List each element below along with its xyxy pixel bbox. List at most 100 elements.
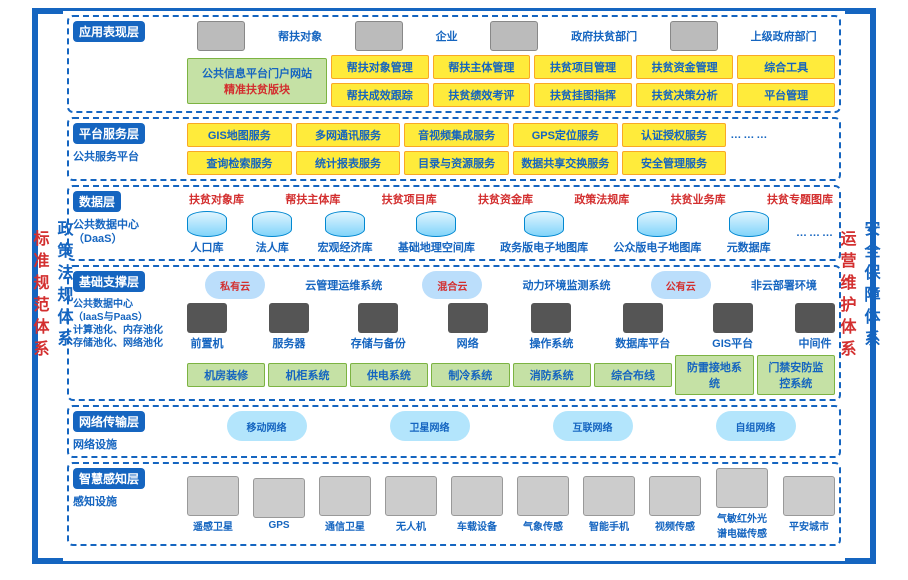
- db-cylinder-icon: [252, 211, 292, 237]
- layer-tag-infra: 基础支撑层: [73, 271, 145, 292]
- db-cylinder-icon: [187, 211, 227, 237]
- layer-sub-data1: 公共数据中心: [73, 219, 139, 231]
- sensor-icon: [649, 476, 701, 516]
- svc-button: 音视频集成服务: [404, 123, 509, 147]
- svc-button: 安全管理服务: [622, 151, 727, 175]
- layer-svc: 平台服务层 公共服务平台 GIS地图服务多网通讯服务音视频集成服务GPS定位服务…: [67, 117, 841, 181]
- svc-button: 认证授权服务: [622, 123, 727, 147]
- app-button: 帮扶对象管理: [331, 55, 429, 79]
- ellipsis: ………: [796, 227, 835, 239]
- sensor-icon: [253, 478, 305, 518]
- sensor-item: GPS: [253, 478, 305, 531]
- layer-data: 数据层 公共数据中心（DaaS） 扶贫对象库帮扶主体库扶贫项目库扶贫资金库政策法…: [67, 185, 841, 261]
- cloud-hybrid: 混合云: [422, 271, 482, 299]
- device-label: 上级政府部门: [751, 28, 817, 44]
- device-icon: [490, 21, 538, 51]
- network-cloud: 移动网络: [227, 411, 307, 441]
- app-button: 扶贫绩效考评: [433, 83, 531, 107]
- hw-item: 数据库平台: [615, 303, 670, 351]
- device-label: 政府扶贫部门: [571, 28, 637, 44]
- hw-item: 服务器: [269, 303, 309, 351]
- sys-label: 动力环境监测系统: [523, 277, 611, 293]
- db-cylinder-icon: [637, 211, 677, 237]
- sensor-label: 智能手机: [589, 518, 629, 533]
- sensor-icon: [319, 476, 371, 516]
- infra-sub1: 公共数据中心: [73, 299, 133, 310]
- sensor-item: 平安城市: [783, 476, 835, 533]
- app-button: 帮扶主体管理: [433, 55, 531, 79]
- data-lib-label: 扶贫项目库: [382, 191, 437, 207]
- sensor-label: 通信卫星: [325, 518, 365, 533]
- layer-app: 应用表现层 帮扶对象 企业 政府扶贫部门 上级政府部门 公共信息平台门户网站 精: [67, 15, 841, 113]
- sensor-icon: [385, 476, 437, 516]
- sensor-label: 气敏红外光谱电磁传感: [715, 510, 769, 540]
- sensor-label: 遥感卫星: [193, 518, 233, 533]
- layer-sub-data2: （DaaS）: [73, 233, 123, 245]
- sys-label: 非云部署环境: [751, 277, 817, 293]
- sys-label: 云管理运维系统: [305, 277, 382, 293]
- data-lib-label: 政策法规库: [574, 191, 629, 207]
- db-cylinder-icon: [416, 211, 456, 237]
- left-rail-bottom: 标准规范体系: [27, 230, 51, 362]
- cloud-private: 私有云: [205, 271, 265, 299]
- db-label: 公众版电子地图库: [613, 239, 701, 255]
- db-cylinder-item: 公众版电子地图库: [613, 211, 701, 255]
- db-cylinder-icon: [524, 211, 564, 237]
- layer-sub-sense: 感知设施: [73, 495, 183, 509]
- app-button: 扶贫决策分析: [636, 83, 734, 107]
- hw-label: 中间件: [798, 335, 831, 351]
- svc-button: GPS定位服务: [513, 123, 618, 147]
- hw-label: 操作系统: [529, 335, 573, 351]
- sensor-icon: [187, 476, 239, 516]
- app-button: 扶贫挂图指挥: [534, 83, 632, 107]
- hw-icon: [531, 303, 571, 333]
- sensor-label: 无人机: [396, 518, 426, 533]
- network-cloud: 自组网络: [716, 411, 796, 441]
- network-cloud: 互联网络: [553, 411, 633, 441]
- layers-container: 应用表现层 帮扶对象 企业 政府扶贫部门 上级政府部门 公共信息平台门户网站 精: [63, 11, 845, 561]
- hw-icon: [358, 303, 398, 333]
- facility-button: 综合布线: [594, 363, 672, 387]
- hw-icon: [187, 303, 227, 333]
- hw-label: 前置机: [191, 335, 224, 351]
- data-lib-label: 帮扶主体库: [285, 191, 340, 207]
- facility-button: 供电系统: [350, 363, 428, 387]
- sensor-label: 平安城市: [789, 518, 829, 533]
- hw-icon: [795, 303, 835, 333]
- layer-sense: 智慧感知层 感知设施 遥感卫星GPS通信卫星无人机车载设备气象传感智能手机视频传…: [67, 462, 841, 546]
- sensor-item: 车载设备: [451, 476, 503, 533]
- db-label: 法人库: [256, 239, 289, 255]
- sensor-icon: [451, 476, 503, 516]
- app-button: 扶贫资金管理: [636, 55, 734, 79]
- sensor-item: 无人机: [385, 476, 437, 533]
- hw-label: 数据库平台: [615, 335, 670, 351]
- hw-label: 网络: [457, 335, 479, 351]
- db-cylinder-item: 元数据库: [727, 211, 771, 255]
- device-icon: [355, 21, 403, 51]
- facility-button: 制冷系统: [431, 363, 509, 387]
- device-label: 企业: [436, 28, 458, 44]
- layer-tag-app: 应用表现层: [73, 21, 145, 42]
- app-button: 平台管理: [737, 83, 835, 107]
- hw-icon: [448, 303, 488, 333]
- portal-line2: 精准扶贫版块: [198, 81, 316, 97]
- sensor-item: 通信卫星: [319, 476, 371, 533]
- infra-sub2: （IaaS与PaaS）: [73, 312, 148, 323]
- hw-item: 操作系统: [529, 303, 573, 351]
- facility-button: 消防系统: [513, 363, 591, 387]
- svc-button: 目录与资源服务: [404, 151, 509, 175]
- hw-label: 存储与备份: [351, 335, 406, 351]
- sensor-item: 遥感卫星: [187, 476, 239, 533]
- hw-item: 网络: [448, 303, 488, 351]
- app-button: 扶贫项目管理: [534, 55, 632, 79]
- db-cylinder-item: 人口库: [187, 211, 227, 255]
- svc-button: GIS地图服务: [187, 123, 292, 147]
- architecture-frame: 政策法规体系 标准规范体系 应用表现层 帮扶对象 企业 政府扶贫部门 上级政府部…: [32, 8, 876, 564]
- layer-tag-svc: 平台服务层: [73, 123, 145, 144]
- svc-button: 统计报表服务: [296, 151, 401, 175]
- db-label: 基础地理空间库: [398, 239, 475, 255]
- sensor-label: 视频传感: [655, 518, 695, 533]
- hw-icon: [269, 303, 309, 333]
- layer-tag-data: 数据层: [73, 191, 121, 212]
- hw-item: 存储与备份: [351, 303, 406, 351]
